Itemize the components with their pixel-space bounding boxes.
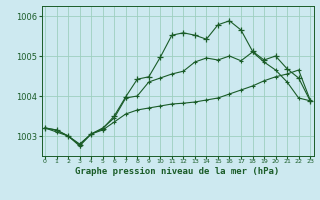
X-axis label: Graphe pression niveau de la mer (hPa): Graphe pression niveau de la mer (hPa) xyxy=(76,167,280,176)
